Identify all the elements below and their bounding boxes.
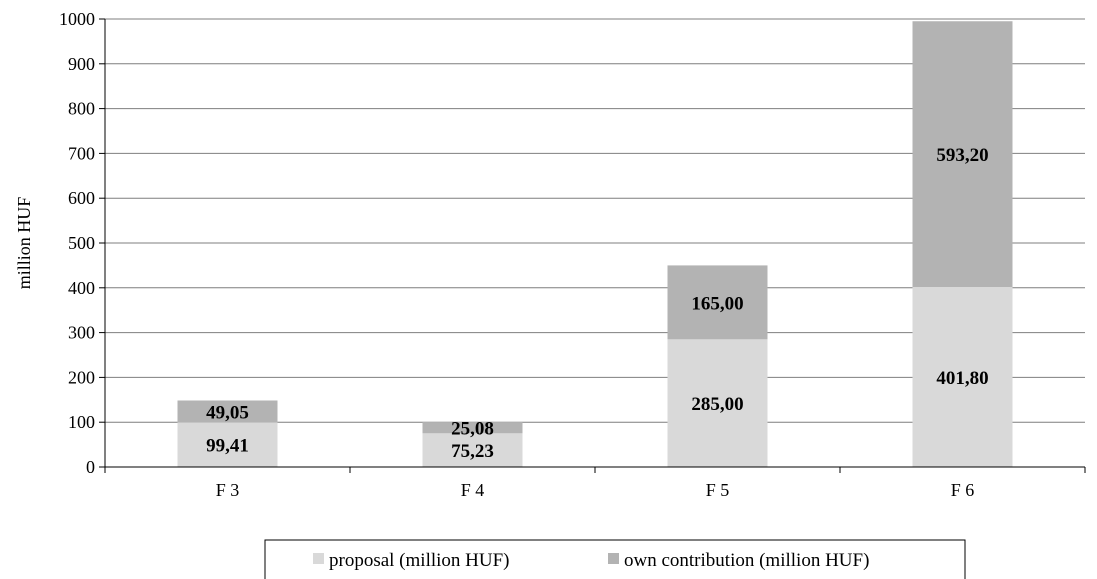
y-tick-label: 600: [68, 188, 95, 208]
data-label: 99,41: [206, 436, 249, 457]
x-tick-labels: F 3 F 4 F 5 F 6: [216, 480, 975, 500]
data-label: 49,05: [206, 402, 249, 423]
y-tick-label: 300: [68, 323, 95, 343]
y-tick-label: 100: [68, 412, 95, 432]
legend-swatch: [313, 553, 324, 564]
bar-proposal: [422, 433, 523, 467]
data-label: 25,08: [451, 419, 494, 440]
legend: proposal (million HUF) own contribution (…: [264, 539, 966, 579]
y-tick-label: 700: [68, 143, 95, 163]
x-tick-label: F 6: [951, 480, 975, 500]
data-label: 75,23: [451, 441, 494, 462]
bar-own-contribution: [177, 400, 278, 423]
y-axis-label: million HUF: [14, 197, 34, 290]
bar-own-contribution: [422, 422, 523, 434]
y-tick-label: 200: [68, 367, 95, 387]
x-tick-label: F 4: [461, 480, 485, 500]
bars: [177, 21, 1013, 467]
data-label: 593,20: [936, 145, 988, 166]
y-tick-label: 800: [68, 99, 95, 119]
x-tick-label: F 5: [706, 480, 730, 500]
legend-swatch: [608, 553, 619, 564]
bar-proposal: [667, 339, 768, 467]
x-tick-label: F 3: [216, 480, 240, 500]
y-tick-label: 0: [86, 457, 95, 477]
data-label: 401,80: [936, 368, 988, 389]
legend-label: own contribution (million HUF): [624, 550, 869, 571]
bar-proposal: [177, 422, 278, 467]
y-tick-label: 900: [68, 54, 95, 74]
y-tick-labels: 0 100 200 300 400 500 600 700 800 900 1000: [59, 9, 95, 477]
data-label: 285,00: [691, 394, 743, 415]
y-tick-label: 1000: [59, 9, 95, 29]
bar-proposal: [912, 286, 1013, 467]
legend-label: proposal (million HUF): [329, 550, 510, 571]
bar-own-contribution: [667, 265, 768, 340]
y-tick-label: 400: [68, 278, 95, 298]
bar-own-contribution: [912, 21, 1013, 287]
axes: [99, 18, 1086, 473]
gridlines: [105, 18, 1085, 423]
data-label: 165,00: [691, 293, 743, 314]
y-tick-label: 500: [68, 233, 95, 253]
